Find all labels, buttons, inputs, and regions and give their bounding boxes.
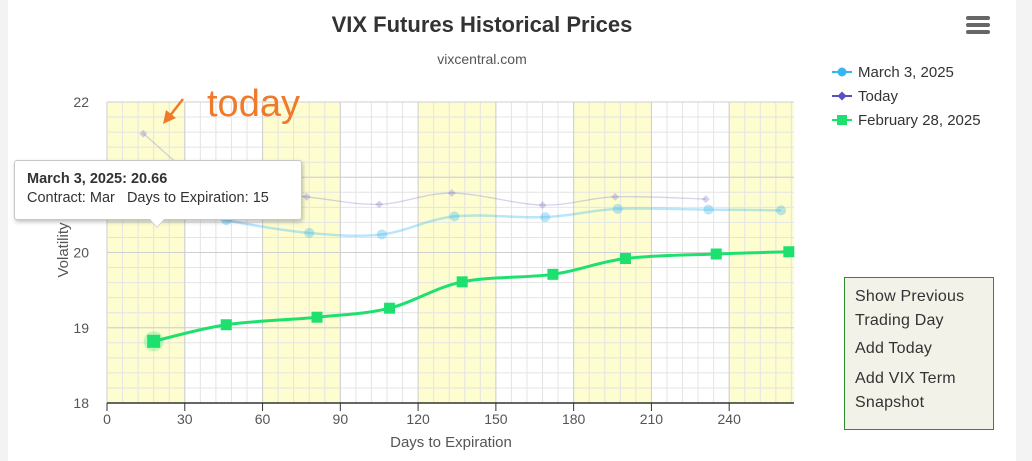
data-point-february-28-2025[interactable] xyxy=(619,253,631,265)
today-arrow-icon xyxy=(163,98,184,124)
tooltip-days-label: Days to Expiration: xyxy=(126,190,249,206)
chart-subtitle: vixcentral.com xyxy=(437,51,526,67)
x-tick-label: 150 xyxy=(484,411,508,427)
x-tick-label: 180 xyxy=(562,411,586,427)
data-point-march-3-2025[interactable] xyxy=(376,229,387,240)
y-axis-label: Volatility xyxy=(55,222,72,278)
data-point-today[interactable] xyxy=(447,189,456,198)
data-point-february-28-2025[interactable] xyxy=(783,246,795,258)
x-tick-label: 120 xyxy=(406,411,430,427)
y-tick-label: 19 xyxy=(73,320,89,336)
data-point-march-3-2025[interactable] xyxy=(304,227,315,238)
vix-futures-chart: 0 30 60 90 120 150 180 210 240 18 19 20 22 March 3, … xyxy=(55,12,981,451)
data-point-today[interactable] xyxy=(611,192,620,201)
data-point-today[interactable] xyxy=(302,192,311,201)
menu-hamburger-icon[interactable] xyxy=(966,16,990,38)
legend-marker-today[interactable] xyxy=(837,91,847,101)
data-point-march-3-2025[interactable] xyxy=(540,212,551,223)
data-point-february-28-2025[interactable] xyxy=(547,268,559,280)
x-tick-label: 30 xyxy=(177,411,193,427)
y-tick-label: 20 xyxy=(73,245,89,261)
legend-label-march-3-2025[interactable]: March 3, 2025 xyxy=(858,64,954,81)
chart-axes: 0 30 60 90 120 150 180 210 240 18 19 20 22 xyxy=(73,94,794,427)
tooltip-details: Contract: Mar Days to Expiration: 15 xyxy=(27,190,289,206)
data-point-march-3-2025[interactable] xyxy=(776,205,787,216)
x-tick-label: 0 xyxy=(103,411,111,427)
x-tick-label: 240 xyxy=(718,411,742,427)
chart-card: 0 30 60 90 120 150 180 210 240 18 19 20 22 March 3, … xyxy=(8,0,1016,461)
data-point-today[interactable] xyxy=(701,195,710,204)
tooltip-contract-value: Mar xyxy=(89,190,115,206)
tooltip-contract-label: Contract: xyxy=(27,190,86,206)
data-point-today[interactable] xyxy=(375,200,384,209)
show-previous-trading-day-button[interactable]: Show Previous Trading Day xyxy=(855,288,965,329)
add-vix-term-snapshot-button[interactable]: Add VIX Term Snapshot xyxy=(855,370,956,411)
data-point-march-3-2025[interactable] xyxy=(612,203,623,214)
tooltip-title: March 3, 2025: 20.66 xyxy=(27,171,168,187)
x-tick-label: 210 xyxy=(640,411,664,427)
data-point-february-28-2025[interactable] xyxy=(456,276,468,288)
x-axis-label: Days to Expiration xyxy=(390,434,512,451)
data-point-february-28-2025[interactable] xyxy=(147,334,161,348)
data-point-today[interactable] xyxy=(139,129,148,138)
data-point-march-3-2025[interactable] xyxy=(703,204,714,215)
chart-title: VIX Futures Historical Prices xyxy=(332,12,633,37)
y-tick-label: 22 xyxy=(73,94,89,110)
action-button-panel: Show Previous Trading Day Add Today Add … xyxy=(844,277,994,430)
chart-grid xyxy=(106,101,794,404)
data-point-march-3-2025[interactable] xyxy=(449,211,460,222)
data-point-today[interactable] xyxy=(538,201,547,210)
chart-legend: March 3, 2025 Today February 28, 2025 xyxy=(832,64,981,129)
x-tick-label: 90 xyxy=(333,411,349,427)
legend-marker-march-3-2025[interactable] xyxy=(837,67,847,77)
data-point-february-28-2025[interactable] xyxy=(311,311,323,323)
y-tick-label: 18 xyxy=(73,395,89,411)
legend-label-february-28-2025[interactable]: February 28, 2025 xyxy=(858,112,981,129)
series-line-march-3-2025 xyxy=(153,201,782,238)
legend-label-today[interactable]: Today xyxy=(858,88,899,105)
legend-marker-february-28-2025[interactable] xyxy=(837,115,847,125)
add-today-button[interactable]: Add Today xyxy=(855,340,933,357)
tooltip-days-value: 15 xyxy=(252,190,269,206)
data-point-february-28-2025[interactable] xyxy=(220,319,232,331)
x-tick-label: 60 xyxy=(255,411,271,427)
data-point-february-28-2025[interactable] xyxy=(710,248,722,260)
today-annotation: today xyxy=(207,83,300,125)
data-point-tooltip: March 3, 2025: 20.66 Contract: Mar Days … xyxy=(14,160,302,228)
data-point-february-28-2025[interactable] xyxy=(384,302,396,314)
